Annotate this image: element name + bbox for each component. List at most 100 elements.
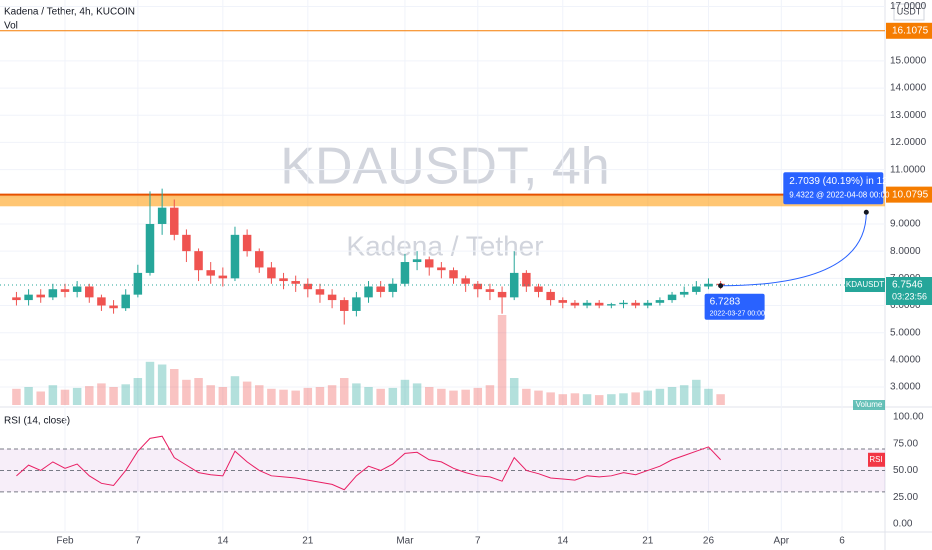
volume-bar <box>388 387 398 405</box>
volume-bar <box>36 391 45 405</box>
projection-start-price: 6.7283 <box>710 296 741 307</box>
candle-body <box>400 262 410 284</box>
y-tick-label: 8.0000 <box>890 246 921 257</box>
candle-body <box>121 294 130 309</box>
currency: USDT <box>897 6 922 16</box>
y-tick-label: 17.0000 <box>890 1 927 12</box>
volume-bar <box>194 378 203 405</box>
volume-bar <box>558 394 568 405</box>
rsi-tag-label: RSI <box>869 455 882 464</box>
candle-body <box>594 302 604 306</box>
volume-bar <box>327 385 337 405</box>
candle-body <box>182 234 191 252</box>
currency-badge[interactable] <box>893 3 925 21</box>
candle-body <box>534 286 543 292</box>
volume-bar <box>485 385 495 405</box>
candle-body <box>12 297 21 301</box>
volume-bar <box>352 383 361 405</box>
y-tick-label: 6.0000 <box>890 300 921 311</box>
projection-start <box>718 283 724 289</box>
volume-bar <box>461 389 470 405</box>
candle-body <box>85 286 94 298</box>
volume-bar <box>97 383 106 405</box>
volume-bar <box>170 369 179 405</box>
volume-bar <box>279 389 288 405</box>
volume-bar <box>497 315 507 405</box>
projection-curve <box>720 212 867 287</box>
candle-body <box>412 259 422 263</box>
volume-bar <box>424 387 434 405</box>
candle-body <box>619 302 628 305</box>
volume-bar <box>594 395 604 405</box>
x-tick-label: Apr <box>774 536 790 547</box>
candle-body <box>170 207 179 235</box>
candle-body <box>242 234 252 252</box>
volume-bar <box>643 390 653 405</box>
volume-bar <box>206 385 215 405</box>
projection-target: 9.4322 @ 2022-04-08 00:00 <box>789 190 890 199</box>
projection-change: 2.7039 (40.19%) in 12d <box>789 176 893 187</box>
volume-bar <box>267 388 276 405</box>
x-tick-label: 14 <box>217 536 229 547</box>
candle-body <box>352 297 361 311</box>
x-tick-label: 21 <box>642 536 654 547</box>
candle-body <box>157 207 167 224</box>
watermark: KDAUSDT, 4h <box>280 138 609 196</box>
candle-body <box>655 300 665 303</box>
candle-body <box>48 289 58 298</box>
candle-body <box>291 281 300 284</box>
candle-body <box>327 294 337 301</box>
x-tick-label: 7 <box>475 536 481 547</box>
countdown: 03:23:56 <box>892 291 927 301</box>
symbol-tag <box>845 278 885 293</box>
y-tick-label: 4.0000 <box>890 355 921 366</box>
volume-bar <box>667 387 677 405</box>
volume-bar <box>473 387 483 405</box>
rsi-tick-label: 25.00 <box>893 492 918 503</box>
candle-body <box>255 251 264 268</box>
volume-bar <box>157 364 167 405</box>
candle-body <box>279 278 288 282</box>
volume-bar <box>109 387 118 405</box>
volume-bar <box>72 387 82 405</box>
volume-bar <box>582 394 592 405</box>
volume-bar <box>145 361 155 405</box>
symbol-tag-label: KDAUSDT <box>846 280 884 289</box>
candle-body <box>72 286 82 292</box>
volume-bar <box>182 379 191 405</box>
candle-body <box>303 283 313 290</box>
volume-bar <box>85 386 94 405</box>
candle-body <box>339 300 349 311</box>
price-tag-label: 10.0795 <box>892 189 929 200</box>
candle-body <box>437 267 446 271</box>
volume-bar <box>619 393 628 405</box>
volume-bar <box>230 376 240 405</box>
volume-bar <box>400 379 410 405</box>
volume-bar <box>655 388 665 405</box>
resistance-zone <box>0 194 885 207</box>
candle-body <box>643 302 653 306</box>
volume-bar <box>692 379 701 405</box>
candle-body <box>509 272 519 298</box>
y-tick-label: 11.0000 <box>890 164 926 175</box>
candle-body <box>497 291 507 298</box>
candle-body <box>97 297 106 306</box>
volume-bar <box>364 387 373 405</box>
candle-body <box>36 294 45 298</box>
y-tick-label: 3.0000 <box>890 382 921 393</box>
candle-body <box>679 291 689 295</box>
rsi-line <box>16 435 721 491</box>
volume-bar <box>376 388 385 405</box>
candle-body <box>364 286 373 298</box>
price-tag <box>886 277 932 306</box>
volume-bar <box>339 378 349 405</box>
candle-body <box>461 278 470 284</box>
rsi-tick-label: 75.00 <box>893 438 918 449</box>
volume-bar <box>631 392 640 405</box>
price-tag <box>886 22 932 39</box>
candle-body <box>582 302 592 306</box>
candle-body <box>315 289 325 295</box>
candle-body <box>218 275 228 279</box>
